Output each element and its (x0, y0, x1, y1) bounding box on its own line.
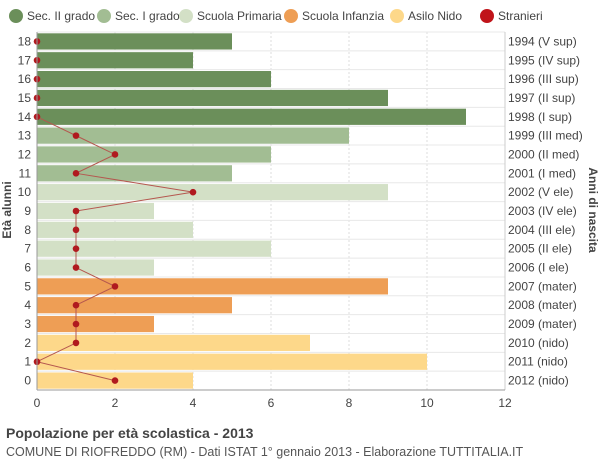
bar-age-10 (37, 184, 388, 201)
stranieri-point-9 (72, 207, 80, 215)
birth-year-label: 1996 (III sup) (508, 72, 579, 86)
bar-age-9 (37, 202, 154, 220)
birth-year-label: 2004 (III ele) (508, 223, 575, 237)
birth-year-label: 2005 (II ele) (508, 242, 572, 256)
bar-age-1 (37, 353, 427, 370)
stranieri-point-5 (111, 283, 119, 290)
legend-label-asilo: Asilo Nido (408, 9, 462, 23)
y-tick-label: 17 (18, 53, 32, 67)
stranieri-point-6 (72, 264, 80, 271)
stranieri-point-0 (111, 377, 119, 384)
bar-age-16 (37, 71, 271, 88)
birth-year-label: 1995 (IV sup) (508, 53, 580, 67)
y-axis-label-right: Anni di nascita (586, 167, 600, 253)
birth-year-label: 2010 (nido) (508, 336, 569, 350)
legend-swatch-sec1 (97, 9, 111, 23)
birth-year-label: 2000 (II med) (508, 147, 579, 161)
x-tick-label: 10 (420, 396, 434, 410)
y-tick-label: 15 (18, 91, 32, 105)
bar-age-7 (37, 240, 271, 257)
birth-year-label: 2002 (V ele) (508, 185, 573, 199)
bar-age-6 (37, 259, 154, 276)
bar-age-11 (37, 165, 232, 182)
bar-age-13 (37, 127, 349, 144)
bar-age-5 (37, 278, 388, 295)
bar-age-14 (37, 108, 466, 125)
y-tick-label: 14 (18, 110, 32, 124)
birth-year-label: 1998 (I sup) (508, 110, 572, 124)
y-tick-label: 5 (24, 279, 31, 293)
y-tick-label: 4 (24, 298, 31, 312)
x-tick-label: 8 (346, 396, 353, 410)
axes: 0 2 4 6 8 10 12 0 2012 (nido) 1 2011 (nido) 2 2010 (… (18, 32, 583, 410)
birth-year-label: 2009 (mater) (508, 317, 577, 331)
bar-age-2 (37, 334, 310, 351)
y-tick-label: 8 (24, 223, 31, 237)
bar-age-4 (37, 297, 232, 314)
legend-label-stranieri: Stranieri (498, 9, 543, 23)
legend-label-infanzia: Scuola Infanzia (302, 9, 384, 23)
y-tick-label: 12 (18, 147, 32, 161)
bar-age-8 (37, 221, 193, 238)
birth-year-label: 2001 (I med) (508, 166, 576, 180)
birth-year-label: 2011 (nido) (508, 355, 568, 369)
legend-swatch-asilo (390, 9, 404, 23)
birth-year-label: 1999 (III med) (508, 129, 583, 143)
gridlines (36, 31, 506, 391)
legend-label-primaria: Scuola Primaria (197, 9, 282, 23)
bar-age-15 (37, 89, 388, 107)
stranieri-point-10 (189, 188, 197, 196)
bars (37, 33, 466, 389)
y-tick-label: 3 (24, 317, 31, 331)
legend-label-sec2: Sec. II grado (27, 9, 95, 23)
bar-age-17 (37, 52, 193, 69)
y-tick-label: 1 (24, 355, 31, 369)
stranieri-point-11 (72, 170, 80, 177)
legend-swatch-sec2 (9, 9, 23, 23)
y-tick-label: 18 (18, 34, 32, 48)
bar-age-12 (37, 146, 271, 163)
y-tick-label: 11 (19, 166, 32, 180)
stranieri-point-3 (72, 320, 80, 328)
stranieri-point-2 (72, 339, 80, 347)
birth-year-label: 2003 (IV ele) (508, 204, 577, 218)
stranieri-point-7 (72, 245, 80, 252)
y-tick-label: 16 (18, 72, 32, 86)
y-tick-label: 2 (24, 336, 31, 350)
bar-age-18 (37, 33, 232, 50)
chart-subtitle: COMUNE DI RIOFREDDO (RM) - Dati ISTAT 1°… (6, 445, 524, 459)
y-tick-label: 13 (18, 129, 32, 143)
legend-swatch-infanzia (284, 9, 298, 23)
legend-swatch-stranieri (480, 9, 494, 23)
birth-year-label: 2007 (mater) (508, 279, 577, 293)
stranieri-point-4 (72, 301, 80, 309)
chart-title: Popolazione per età scolastica - 2013 (6, 425, 254, 441)
birth-year-label: 2012 (nido) (508, 374, 569, 388)
y-tick-label: 7 (24, 242, 31, 256)
y-tick-label: 6 (24, 261, 31, 275)
legend-label-sec1: Sec. I grado (115, 9, 180, 23)
x-tick-label: 12 (498, 396, 512, 410)
birth-year-label: 1994 (V sup) (508, 34, 577, 48)
x-tick-label: 4 (190, 396, 197, 410)
legend: Sec. II grado Sec. I grado Scuola Primaria… (9, 9, 543, 23)
birth-year-label: 2006 (I ele) (508, 261, 569, 275)
y-tick-label: 10 (18, 185, 32, 199)
birth-year-label: 1997 (II sup) (508, 91, 575, 105)
birth-year-label: 2008 (mater) (508, 298, 577, 312)
y-tick-label: 9 (24, 204, 31, 218)
y-tick-label: 0 (24, 374, 31, 388)
x-tick-label: 6 (268, 396, 275, 410)
stranieri-point-8 (72, 226, 80, 234)
x-tick-label: 2 (112, 396, 119, 410)
y-axis-label: Età alunni (0, 181, 14, 238)
bar-age-3 (37, 315, 154, 333)
stranieri-point-13 (72, 132, 80, 139)
x-tick-label: 0 (34, 396, 41, 410)
legend-swatch-primaria (179, 9, 193, 23)
stranieri-point-12 (111, 151, 119, 158)
